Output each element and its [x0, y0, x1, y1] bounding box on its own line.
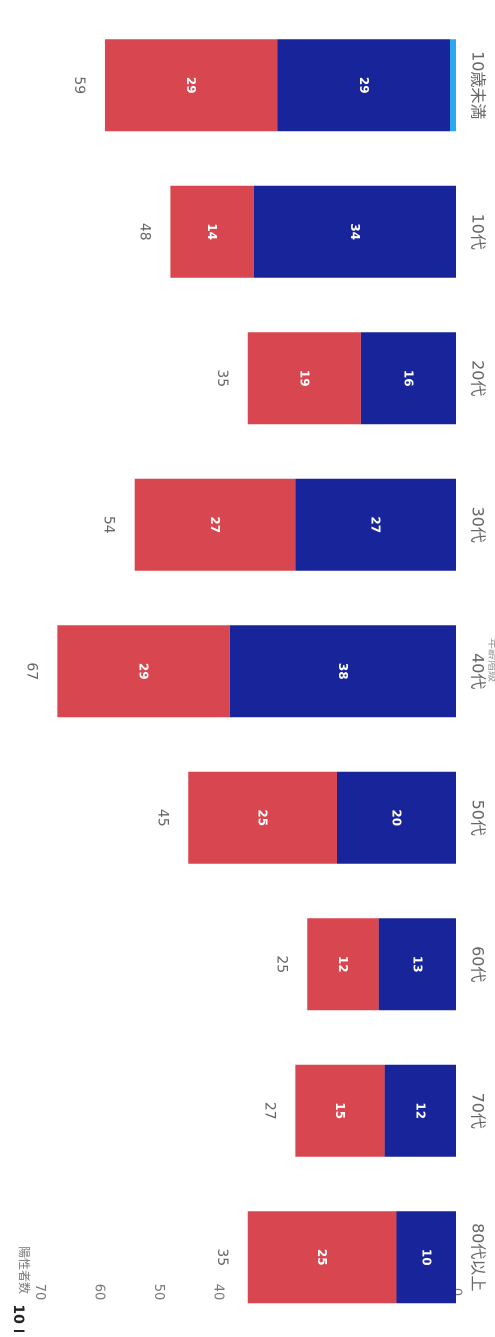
x-axis-label: 年齢階級	[487, 638, 495, 682]
category-label: 30代	[469, 507, 488, 543]
bar-total-label: 27	[261, 1102, 277, 1120]
segment-value-label: 13	[410, 956, 424, 973]
segment-value-label: 25	[315, 1249, 329, 1266]
bar-segment-extra	[450, 39, 456, 131]
bar-total-label: 35	[214, 369, 230, 387]
y-tick-label: 40	[211, 1284, 226, 1301]
y-axis-label: 陽性者数	[17, 1246, 32, 1294]
segment-value-label: 10	[419, 1249, 433, 1266]
segment-value-label: 15	[333, 1102, 347, 1119]
bar-total-label: 25	[273, 955, 289, 973]
category-label: 60代	[469, 946, 488, 982]
bar-total-label: 67	[23, 662, 39, 680]
segment-value-label: 20	[390, 809, 404, 826]
category-label: 10代	[469, 214, 488, 250]
category-label: 20代	[469, 360, 488, 396]
category-label: 40代	[469, 653, 488, 689]
y-tick-label: 60	[92, 1284, 107, 1301]
category-label: 70代	[469, 1093, 488, 1129]
category-label: 80代以上	[469, 1223, 488, 1291]
segment-value-label: 12	[336, 956, 350, 973]
segment-value-label: 27	[369, 516, 383, 533]
segment-value-label: 14	[205, 223, 219, 240]
bar-total-label: 54	[101, 516, 117, 534]
segment-value-label: 27	[208, 516, 222, 533]
y-tick-label: 50	[151, 1284, 166, 1301]
category-label: 50代	[469, 800, 488, 836]
segment-value-label: 38	[336, 663, 350, 680]
bar-total-label: 59	[71, 76, 87, 94]
y-tick-label: 70	[32, 1284, 47, 1301]
segment-value-label: 19	[297, 370, 311, 387]
bar-total-label: 35	[214, 1248, 230, 1266]
segment-value-label: 25	[256, 809, 270, 826]
category-label: 10歳未満	[469, 51, 488, 119]
segment-value-label: 34	[348, 223, 362, 240]
bar-total-label: 48	[136, 223, 152, 241]
segment-value-label: 12	[413, 1102, 427, 1119]
bar-total-label: 45	[154, 809, 170, 827]
plot-area: 010203040506070陽性者数29295910歳未満34144810代1…	[10, 39, 495, 1332]
corner-text: 10 R	[10, 1304, 26, 1332]
segment-value-label: 16	[401, 370, 415, 387]
segment-value-label: 29	[357, 77, 371, 94]
segment-value-label: 29	[137, 663, 151, 680]
segment-value-label: 29	[184, 77, 198, 94]
